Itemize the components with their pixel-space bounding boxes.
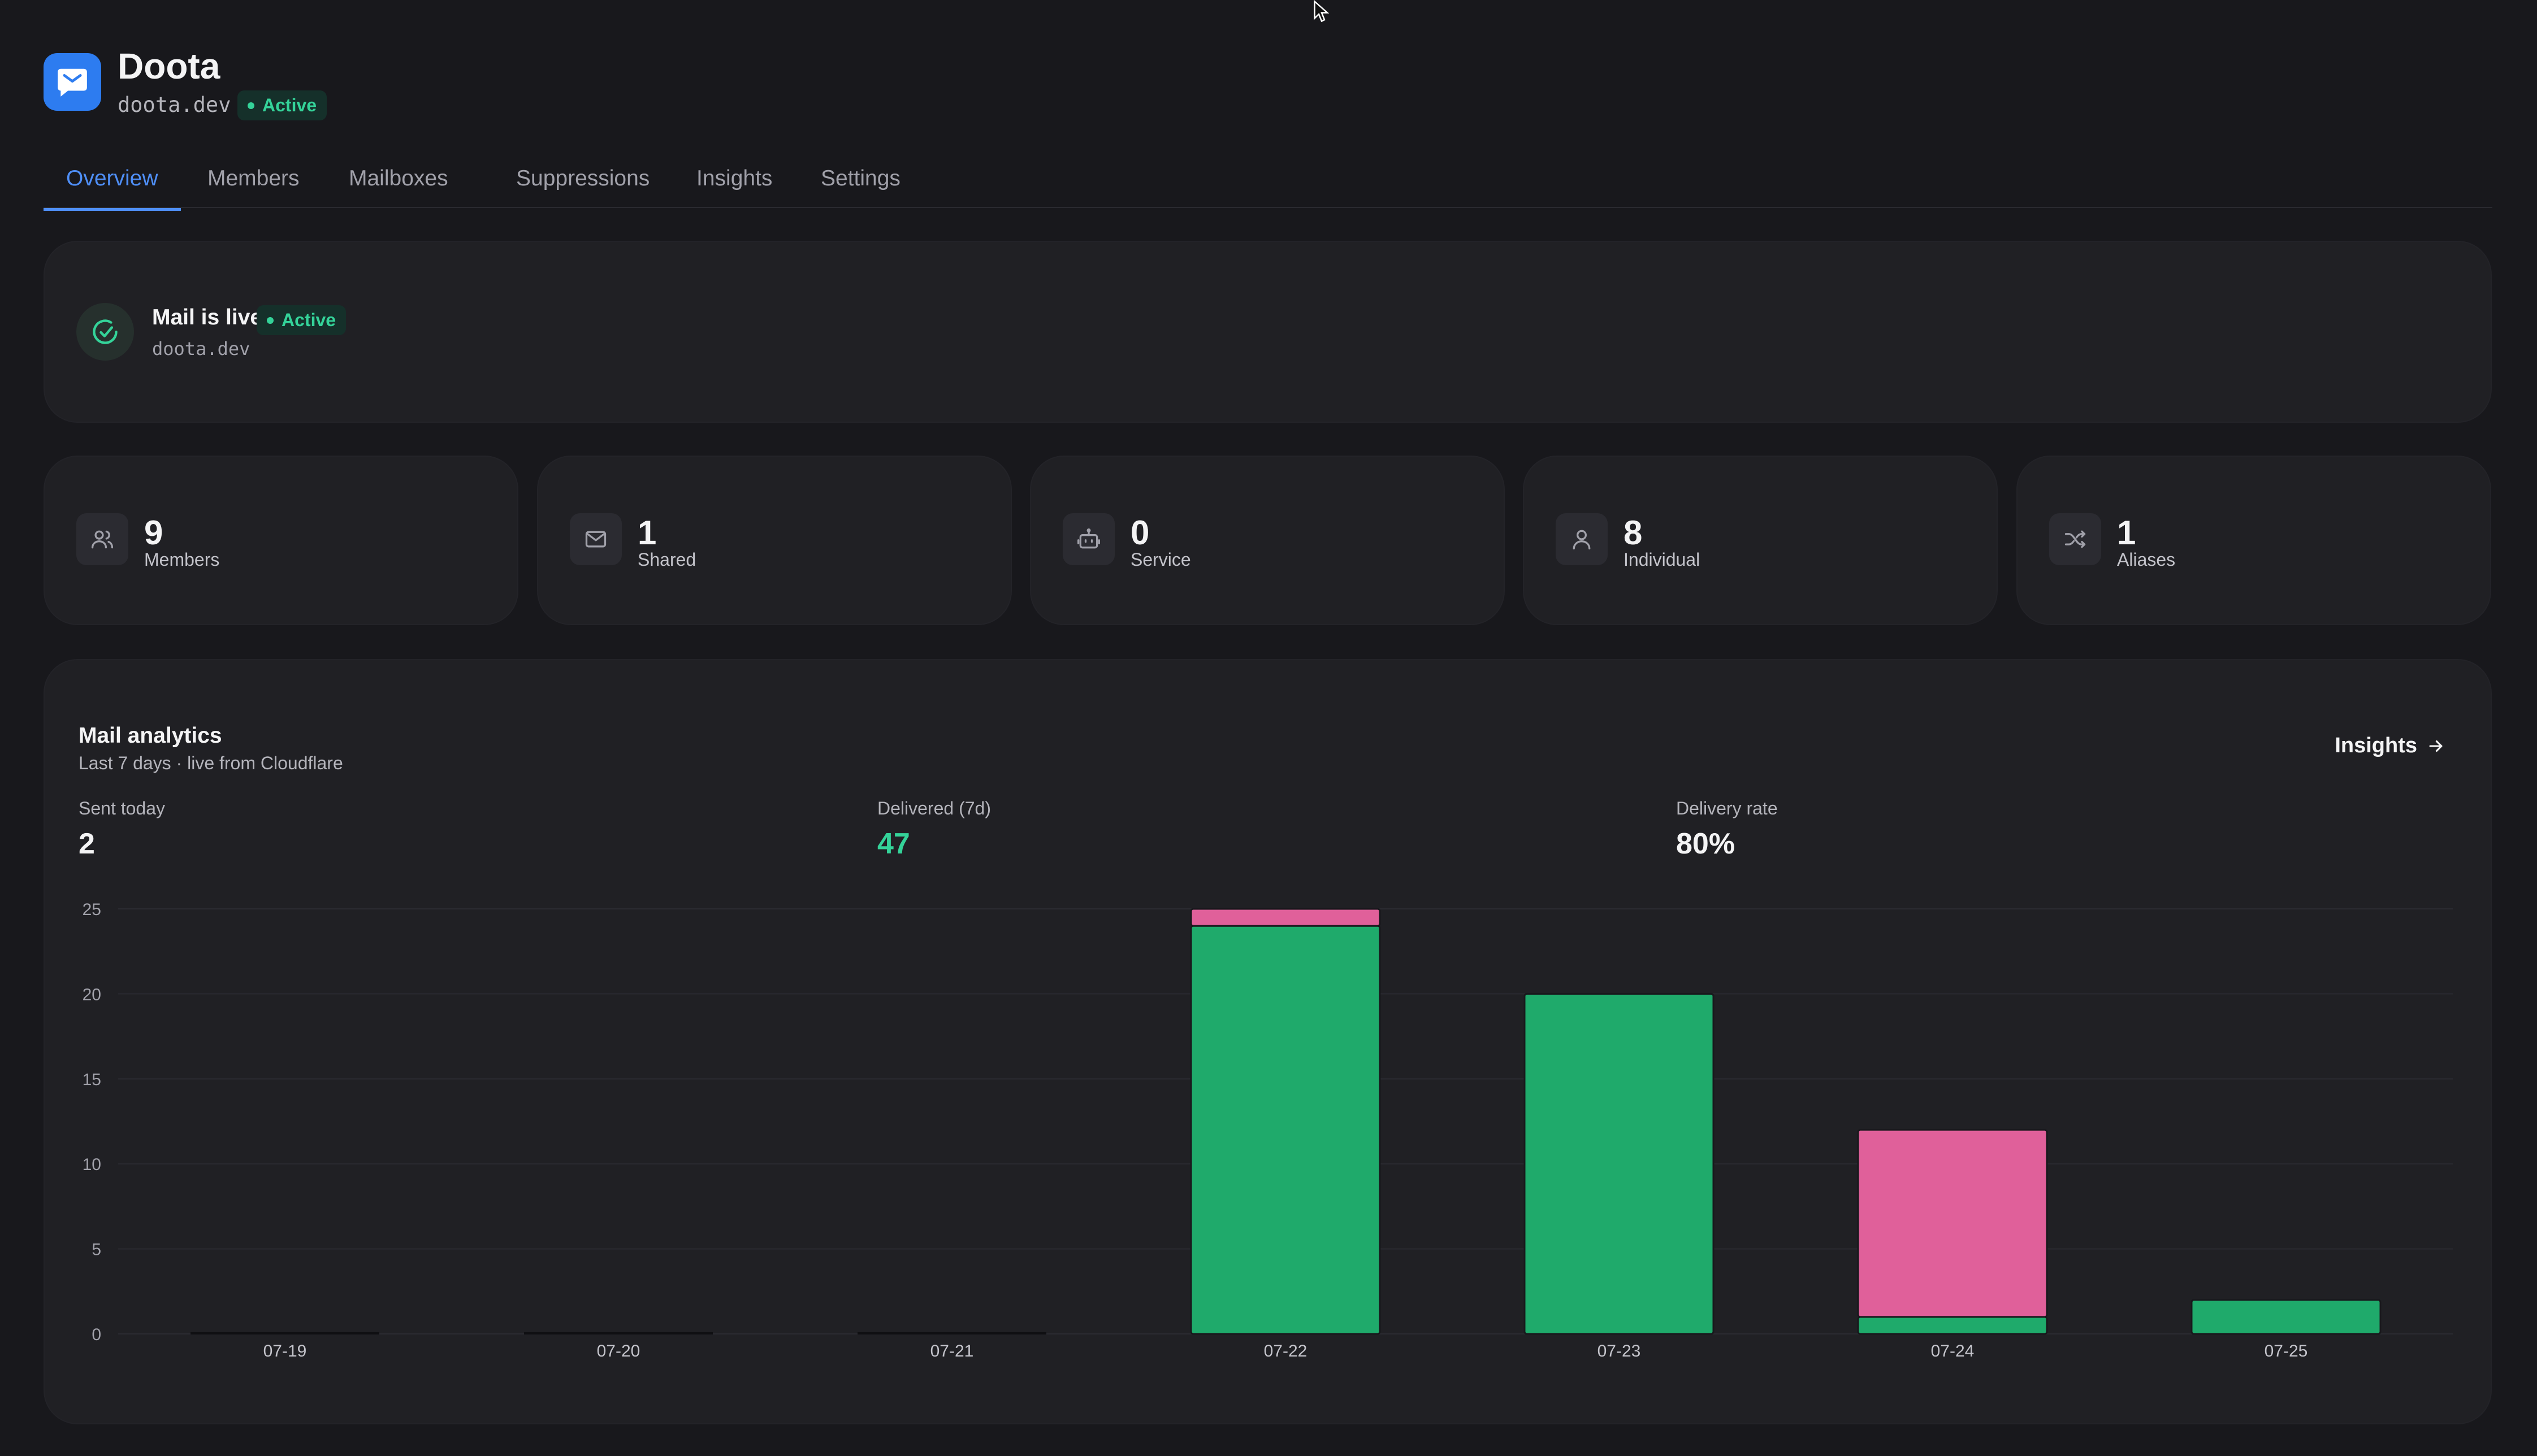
- shuffle-icon: [2049, 513, 2101, 565]
- y-tick-label: 25: [83, 900, 101, 919]
- stat-card-shared: 1 Shared: [537, 456, 1012, 625]
- stat-value: 0: [1131, 514, 1150, 552]
- metric-delivered: Delivered (7d) 47: [877, 798, 991, 861]
- chart-bar-empty: [858, 1332, 1046, 1334]
- mail-analytics-chart: 0 5 10 15 20 25 07-19 07-20 07-21 07-22 07-23 07-24…: [83, 900, 2453, 1360]
- analytics-subtitle: Last 7 days · live from Cloudflare: [79, 753, 343, 773]
- status-badge-label: Active: [262, 95, 317, 115]
- mail-status-domain: doota.dev: [152, 338, 250, 359]
- x-tick-label: 07-22: [1264, 1342, 1308, 1360]
- x-tick-label: 07-20: [597, 1342, 640, 1360]
- metric-label: Delivery rate: [1676, 798, 1778, 818]
- chart-bar: [1190, 908, 1381, 927]
- mail-status-title: Mail is live: [152, 305, 263, 330]
- x-tick-label: 07-25: [2265, 1342, 2308, 1360]
- y-tick-label: 15: [83, 1071, 101, 1089]
- stat-value: 1: [2117, 514, 2136, 552]
- metric-value: 80%: [1676, 827, 1735, 860]
- chat-mail-icon: [58, 68, 87, 97]
- x-tick-label: 07-21: [930, 1342, 974, 1360]
- status-badge: Active: [237, 90, 327, 120]
- tab-settings[interactable]: Settings: [821, 166, 900, 190]
- insights-link-label: Insights: [2335, 734, 2417, 757]
- stat-card-service: 0 Service: [1030, 456, 1505, 625]
- app-title: Doota: [118, 46, 220, 86]
- stat-label: Members: [144, 549, 220, 570]
- chart-bar-empty: [191, 1332, 379, 1334]
- user-icon: [1556, 513, 1608, 565]
- chart-bar: [2190, 1299, 2382, 1335]
- y-tick-label: 10: [83, 1155, 101, 1174]
- mail-icon: [570, 513, 622, 565]
- arrow-right-icon: [2429, 740, 2443, 752]
- metric-label: Sent today: [79, 798, 165, 818]
- stat-label: Individual: [1623, 549, 1700, 570]
- status-dot: [267, 317, 274, 324]
- tab-insights[interactable]: Insights: [696, 166, 773, 190]
- stat-value: 9: [144, 514, 163, 552]
- metric-sent-today: Sent today 2: [79, 798, 165, 861]
- tab-bar: Overview Members Mailboxes Suppressions …: [44, 153, 2492, 211]
- chart-bar: [1857, 1316, 2048, 1335]
- y-tick-label: 5: [92, 1241, 101, 1259]
- bot-icon: [1063, 513, 1115, 565]
- chart-bar: [1523, 993, 1715, 1335]
- chart-bar: [1857, 1129, 2048, 1318]
- mail-status-card: Mail is live Active doota.dev: [44, 241, 2492, 423]
- stat-card-individual: 8 Individual: [1523, 456, 1998, 625]
- x-tick-label: 07-24: [1931, 1342, 1975, 1360]
- stat-card-members: 9 Members: [44, 456, 518, 625]
- app-logo: [44, 53, 101, 111]
- tab-members[interactable]: Members: [207, 166, 300, 190]
- mail-status-badge: Active: [257, 305, 347, 335]
- stat-label: Shared: [638, 549, 696, 570]
- x-tick-label: 07-19: [263, 1342, 307, 1360]
- chart-bar-empty: [524, 1332, 713, 1334]
- x-tick-label: 07-23: [1597, 1342, 1641, 1360]
- metric-delivery-rate: Delivery rate 80%: [1676, 798, 1778, 861]
- y-tick-label: 20: [83, 985, 101, 1004]
- y-tick-label: 0: [92, 1325, 101, 1344]
- chart-bar: [1190, 925, 1381, 1335]
- stat-value: 8: [1623, 514, 1643, 552]
- stat-value: 1: [638, 514, 657, 552]
- check-circle-icon: [76, 303, 134, 361]
- tab-suppressions[interactable]: Suppressions: [516, 166, 650, 190]
- mail-analytics-card: Mail analytics Last 7 days · live from C…: [44, 659, 2492, 1424]
- tab-overview[interactable]: Overview: [44, 166, 181, 211]
- insights-link[interactable]: Insights: [2335, 734, 2445, 758]
- mail-status-badge-label: Active: [282, 310, 336, 330]
- status-dot: [248, 102, 254, 109]
- tab-mailboxes[interactable]: Mailboxes: [349, 166, 448, 190]
- metric-value: 47: [877, 827, 910, 860]
- stat-card-aliases: 1 Aliases: [2016, 456, 2491, 625]
- users-icon: [76, 513, 128, 565]
- metric-value: 2: [79, 827, 95, 860]
- metric-label: Delivered (7d): [877, 798, 991, 818]
- app-domain: doota.dev: [118, 93, 231, 117]
- stat-label: Aliases: [2117, 549, 2176, 570]
- stat-label: Service: [1131, 549, 1191, 570]
- analytics-title: Mail analytics: [79, 723, 222, 748]
- mouse-cursor: [1313, 0, 1330, 25]
